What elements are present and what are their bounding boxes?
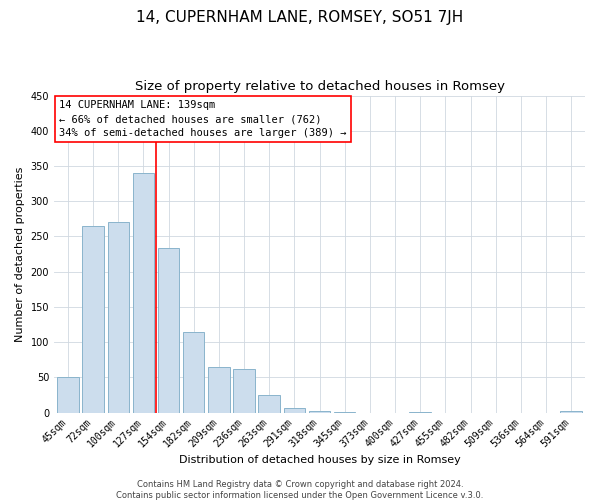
Title: Size of property relative to detached houses in Romsey: Size of property relative to detached ho… [134, 80, 505, 93]
Text: Contains HM Land Registry data © Crown copyright and database right 2024.
Contai: Contains HM Land Registry data © Crown c… [116, 480, 484, 500]
Y-axis label: Number of detached properties: Number of detached properties [15, 166, 25, 342]
Text: 14 CUPERNHAM LANE: 139sqm
← 66% of detached houses are smaller (762)
34% of semi: 14 CUPERNHAM LANE: 139sqm ← 66% of detac… [59, 100, 347, 138]
Bar [133, 173, 154, 412]
Bar [233, 369, 255, 412]
Bar [560, 411, 582, 412]
Bar [259, 395, 280, 412]
Bar [82, 226, 104, 412]
Text: 14, CUPERNHAM LANE, ROMSEY, SO51 7JH: 14, CUPERNHAM LANE, ROMSEY, SO51 7JH [136, 10, 464, 25]
X-axis label: Distribution of detached houses by size in Romsey: Distribution of detached houses by size … [179, 455, 460, 465]
Bar [309, 411, 330, 412]
Bar [107, 222, 129, 412]
Bar [158, 248, 179, 412]
Bar [183, 332, 205, 412]
Bar [57, 378, 79, 412]
Bar [208, 367, 230, 412]
Bar [284, 408, 305, 412]
